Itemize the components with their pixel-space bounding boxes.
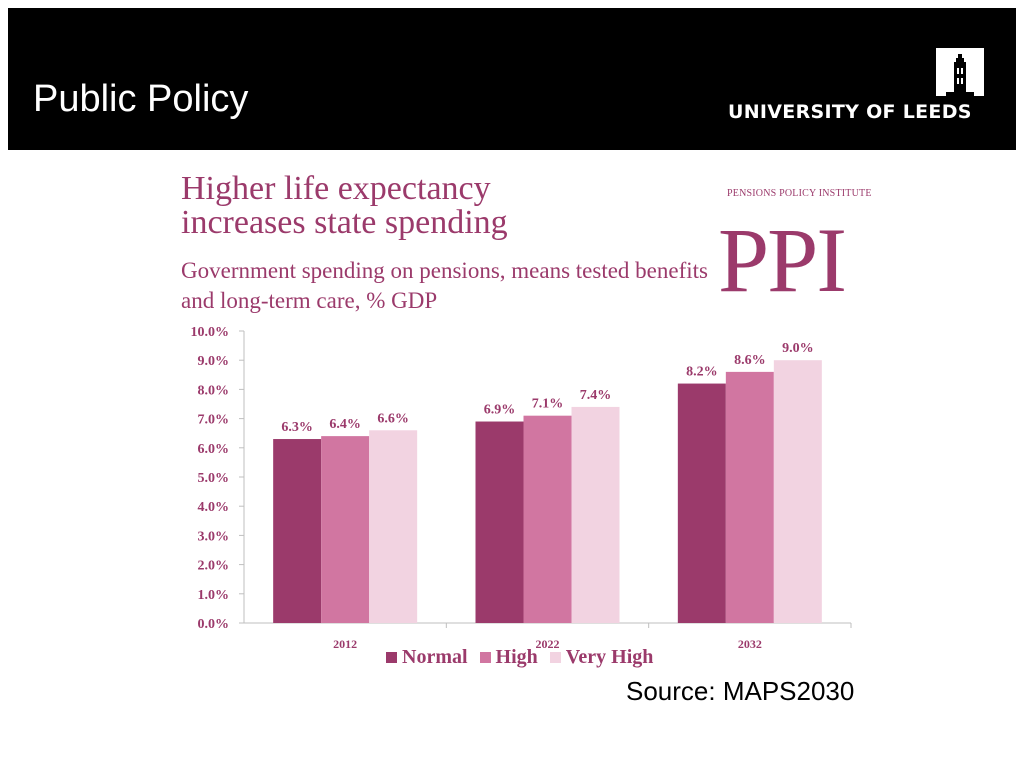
- y-tick-label: 8.0%: [198, 383, 230, 398]
- bar: [273, 439, 322, 623]
- data-label: 7.1%: [532, 397, 564, 412]
- chart-subtitle: Government spending on pensions, means t…: [181, 258, 708, 313]
- bar: [321, 436, 370, 623]
- bar: [523, 415, 572, 623]
- y-tick-label: 10.0%: [191, 325, 230, 340]
- legend-swatch-high: [479, 652, 491, 663]
- source-note: Source: MAPS2030: [626, 676, 855, 706]
- legend-label-very-high: Very High: [565, 646, 654, 668]
- bar: [369, 430, 418, 623]
- data-label: 6.9%: [484, 403, 516, 418]
- bar: [677, 383, 726, 623]
- x-tick-label: 2012: [333, 637, 357, 651]
- publisher-name: PENSIONS POLICY INSTITUTE: [727, 188, 872, 199]
- university-logo-text: UNIVERSITY OF LEEDS: [728, 101, 972, 123]
- legend-item-high: High: [479, 646, 538, 669]
- y-tick-label: 0.0%: [198, 617, 230, 632]
- y-tick-label: 6.0%: [198, 442, 230, 457]
- y-tick-label: 3.0%: [198, 529, 230, 544]
- bar: [571, 406, 620, 623]
- data-label: 9.0%: [782, 341, 814, 356]
- legend-label-high: High: [495, 646, 538, 668]
- y-tick-label: 2.0%: [198, 559, 230, 574]
- x-tick-label: 2032: [738, 637, 762, 651]
- legend-swatch-normal: [386, 652, 397, 663]
- legend-swatch-very-high: [549, 652, 561, 663]
- chart-title-line-2: increases state spending: [181, 204, 508, 241]
- tower-icon-graphic: [936, 48, 984, 96]
- university-tower-icon: [936, 48, 984, 96]
- slide-header: [8, 8, 1016, 150]
- y-tick-label: 9.0%: [198, 354, 230, 369]
- data-label: 6.6%: [377, 411, 409, 426]
- legend-label-normal: Normal: [402, 646, 468, 668]
- chart-title-line-1: Higher life expectancy: [181, 170, 491, 207]
- y-tick-label: 5.0%: [198, 471, 230, 486]
- y-tick-label: 4.0%: [198, 500, 230, 515]
- y-tick-label: 1.0%: [198, 588, 230, 603]
- data-label: 8.2%: [686, 365, 718, 380]
- data-label: 6.4%: [329, 417, 361, 432]
- bar: [725, 371, 774, 623]
- slide-title: Public Policy: [33, 78, 249, 120]
- legend-item-normal: Normal: [386, 646, 468, 669]
- y-tick-label: 7.0%: [198, 413, 230, 428]
- bar: [773, 360, 822, 623]
- data-label: 8.6%: [734, 353, 766, 368]
- chart-title: Higher life expectancy increases state s…: [181, 172, 508, 240]
- data-label: 6.3%: [281, 420, 313, 435]
- bar: [475, 421, 524, 623]
- x-tick-label: 2022: [536, 637, 560, 651]
- chart-legend: Normal High Very High: [386, 646, 665, 669]
- data-label: 7.4%: [580, 388, 612, 403]
- legend-item-very-high: Very High: [549, 646, 654, 669]
- publisher-logo: PPI: [718, 209, 847, 311]
